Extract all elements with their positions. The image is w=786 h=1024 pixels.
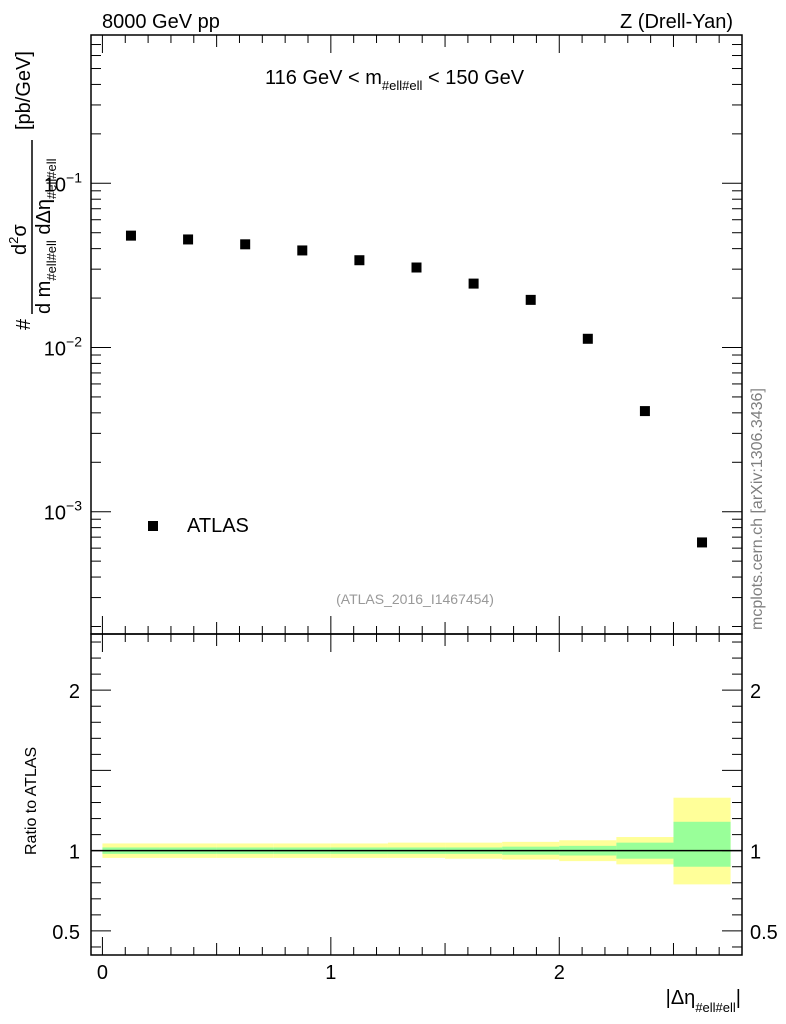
- data-point: [297, 245, 308, 256]
- data-point: [697, 537, 708, 548]
- legend-marker-atlas: [148, 521, 158, 531]
- ratio-y-tick-label-right: 1: [750, 842, 761, 864]
- data-point: [525, 294, 536, 305]
- x-axis-label: |Δη#ell#ell|: [666, 987, 741, 1015]
- data-point: [411, 262, 422, 273]
- y-tick-label: 10−1: [44, 169, 82, 196]
- ratio-bands: [102, 797, 731, 885]
- ratio-axes: 0 1 2 0.5 0.5 1 1 2 2: [52, 633, 778, 984]
- data-point: [639, 406, 650, 417]
- y-tick-label: 10−2: [44, 334, 82, 361]
- ratio-y-tick-label-left: 2: [69, 681, 80, 703]
- y-label-denominator: d m#ell#ell dΔη#ell#ell: [33, 158, 59, 314]
- y-label-unit: [pb/GeV]: [13, 51, 35, 130]
- header-right: Z (Drell-Yan): [620, 11, 733, 33]
- ratio-y-tick-label-left: 1: [69, 842, 80, 864]
- plot-title-sub: #ell#ell: [382, 78, 423, 93]
- x-tick-label: 0: [97, 962, 108, 984]
- main-axes: 10−1 10−2 10−3: [44, 34, 743, 955]
- data-point: [183, 234, 194, 245]
- ratio-band-inner: [673, 821, 731, 867]
- data-point: [240, 239, 251, 250]
- y-label-den-eta-sub: #ell#ell: [44, 158, 59, 199]
- y-label-den-dm: d m: [33, 281, 55, 314]
- plot-title: 116 GeV < m#ell#ell < 150 GeV: [265, 67, 525, 93]
- plot-title-post: < 150 GeV: [422, 67, 524, 89]
- x-label-post: |: [736, 987, 741, 1009]
- data-point: [125, 230, 136, 241]
- side-watermark: mcplots.cern.ch [arXiv:1306.3436]: [749, 388, 766, 630]
- plot-title-pre: 116 GeV < m: [265, 67, 382, 89]
- legend-label-atlas: ATLAS: [187, 515, 249, 537]
- data-points: [125, 230, 708, 548]
- ratio-y-tick-label-right: 0.5: [750, 922, 778, 944]
- main-frame: [90, 34, 743, 635]
- legend: ATLAS: [148, 515, 249, 537]
- main-y-axis-label: # d2σ d m#ell#ell dΔη#ell#ell [pb/GeV]: [6, 51, 59, 330]
- y-label-den-deta: dΔη: [33, 199, 55, 240]
- y-label-num-d: d: [9, 244, 31, 255]
- data-point: [582, 333, 593, 344]
- y-label-den-sub: #ell#ell: [44, 240, 59, 281]
- y-label-num-sigma: σ: [9, 224, 31, 237]
- x-label-pre: |Δη: [666, 987, 696, 1009]
- ratio-y-axis-label: Ratio to ATLAS: [23, 747, 40, 855]
- header-left: 8000 GeV pp: [102, 11, 220, 33]
- y-tick-label: 10−3: [44, 498, 82, 525]
- analysis-tag: (ATLAS_2016_I1467454): [336, 591, 494, 607]
- x-tick-label: 2: [554, 962, 565, 984]
- ratio-y-tick-label-left: 0.5: [52, 922, 80, 944]
- y-label-numerator: d2σ: [6, 224, 31, 255]
- y-label-hash: #: [13, 318, 35, 330]
- y-label-num-sup: 2: [6, 237, 21, 244]
- data-point: [468, 278, 479, 289]
- data-point: [354, 255, 365, 266]
- x-tick-label: 1: [325, 962, 336, 984]
- ratio-frame: [90, 633, 743, 956]
- ratio-y-tick-label-right: 2: [750, 681, 761, 703]
- x-label-sub: #ell#ell: [695, 1000, 736, 1015]
